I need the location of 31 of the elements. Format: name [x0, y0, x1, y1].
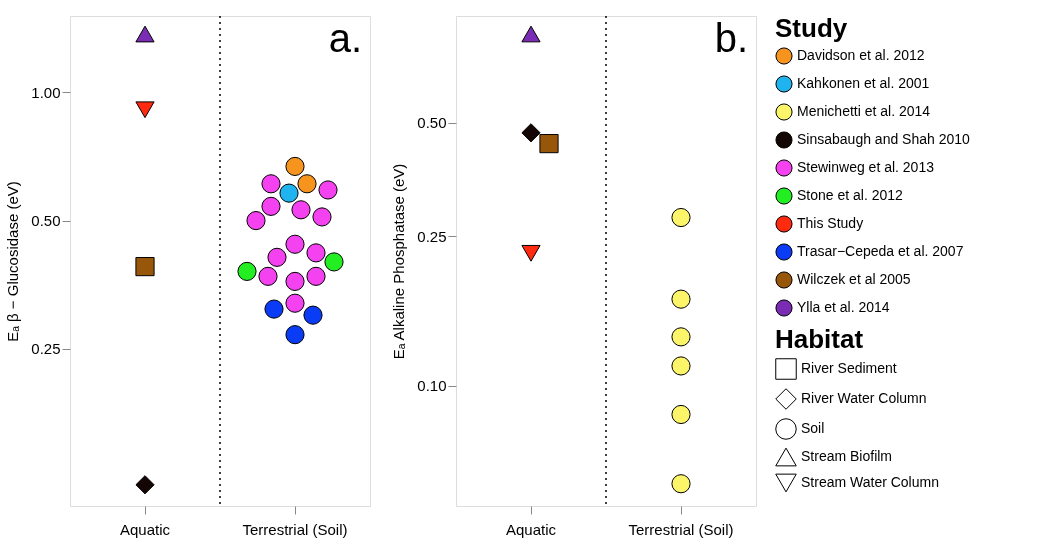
- legend-label: Trasar−Cepeda et al. 2007: [797, 243, 964, 259]
- text: Habitat: [775, 324, 864, 354]
- y-tick-label: 0.50: [31, 212, 61, 230]
- legend-label: Stream Water Column: [801, 474, 939, 490]
- y-tick-label: 0.50: [417, 114, 447, 132]
- legend-label: Stewinweg et al. 2013: [797, 159, 935, 175]
- x-tick-label: Terrestrial (Soil): [242, 520, 348, 538]
- y-tick-label: 0.25: [417, 227, 447, 245]
- y-tick-label: 0.25: [31, 340, 61, 358]
- legend-label: Ylla et al. 2014: [797, 299, 890, 315]
- annotation: b.: [714, 16, 748, 60]
- legend-label: Davidson et al. 2012: [797, 47, 925, 63]
- legend-label: River Sediment: [801, 360, 897, 376]
- annotation: a.: [328, 16, 362, 60]
- y-tick-label: 1.00: [31, 83, 61, 101]
- legend-label: Soil: [801, 420, 825, 436]
- y-tick-label: 0.10: [417, 377, 447, 395]
- legend-label: Kahkonen et al. 2001: [797, 75, 930, 91]
- legend-label: Menichetti et al. 2014: [797, 103, 931, 119]
- legend-label: Wilczek et al 2005: [797, 271, 911, 287]
- legend-label: River Water Column: [801, 390, 927, 406]
- legend-label: Stream Biofilm: [801, 448, 893, 464]
- legend-label: Stone et al. 2012: [797, 187, 904, 203]
- legend-label: This Study: [797, 215, 864, 231]
- x-tick-label: Aquatic: [505, 520, 557, 538]
- y-axis-title: Eₐ β − Glucosidase (eV): [4, 181, 22, 342]
- legend-title: Study: [775, 13, 848, 43]
- x-tick-label: Aquatic: [119, 520, 171, 538]
- x-tick-label: Terrestrial (Soil): [628, 520, 734, 538]
- y-axis-title: Eₐ Alkaline Phosphatase (eV): [390, 163, 408, 360]
- legend-label: Sinsabaugh and Shah 2010: [797, 131, 971, 147]
